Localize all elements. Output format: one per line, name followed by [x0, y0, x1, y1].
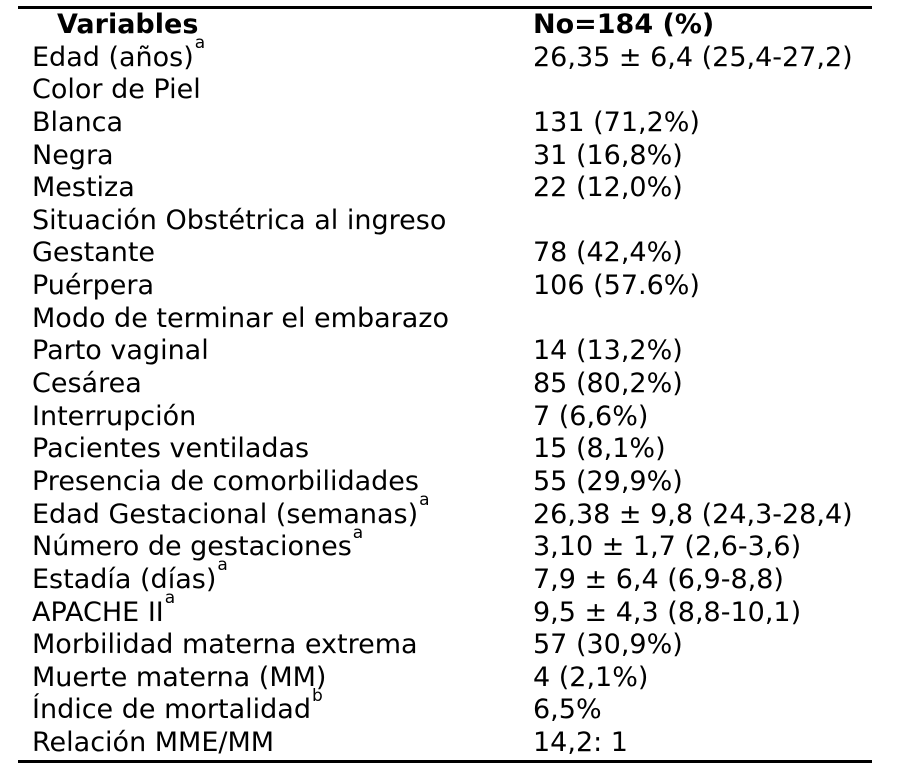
row-label-text: Edad Gestacional (semanas): [32, 498, 419, 530]
row-label: Puérpera: [18, 270, 533, 303]
row-value: 57 (30,9%): [533, 629, 683, 661]
table-row: Gestante 78 (42,4%): [18, 237, 872, 270]
footnote-marker: b: [311, 685, 323, 706]
table-row: Morbilidad materna extrema 57 (30,9%): [18, 629, 872, 662]
row-value: 22 (12,0%): [533, 172, 683, 204]
row-label: Estadía (días)a: [18, 557, 533, 597]
row-value: 26,38 ± 9,8 (24,3-28,4): [533, 498, 853, 530]
row-label-text: Pacientes ventiladas: [32, 433, 310, 465]
row-label: Presencia de comorbilidades: [18, 466, 533, 499]
row-label: Situación Obstétrica al ingreso: [18, 205, 533, 238]
row-label-text: Parto vaginal: [32, 335, 209, 367]
row-label: Cesárea: [18, 368, 533, 401]
row-label: Color de Piel: [18, 74, 533, 107]
table-body: Edad (años)a 26,35 ± 6,4 (25,4-27,2) Col…: [18, 35, 872, 760]
row-label-text: Relación MME/MM: [32, 727, 275, 759]
table-row: Edad (años)a 26,35 ± 6,4 (25,4-27,2): [18, 35, 872, 75]
row-value: 14 (13,2%): [533, 335, 683, 367]
column-header-count: No=184 (%): [533, 9, 715, 40]
table-row: Situación Obstétrica al ingreso: [18, 205, 872, 238]
row-label-text: Modo de terminar el embarazo: [32, 302, 449, 334]
table-row: Muerte materna (MM) 4 (2,1%): [18, 662, 872, 695]
row-label-text: Número de gestaciones: [32, 531, 352, 563]
row-value: 26,35 ± 6,4 (25,4-27,2): [533, 41, 853, 73]
row-label: Índice de mortalidadb: [18, 687, 533, 727]
row-value: 4 (2,1%): [533, 661, 649, 693]
row-label-text: Puérpera: [32, 270, 155, 302]
row-label-text: Interrupción: [32, 400, 197, 432]
table-header-row: Variables No=184 (%): [18, 9, 872, 42]
row-value: 9,5 ± 4,3 (8,8-10,1): [533, 596, 802, 628]
row-label: Número de gestacionesa: [18, 524, 533, 564]
footnote-marker: a: [352, 522, 364, 543]
table-row: Parto vaginal 14 (13,2%): [18, 335, 872, 368]
table-row: Pacientes ventiladas 15 (8,1%): [18, 433, 872, 466]
row-label-text: Estadía (días): [32, 563, 217, 595]
row-value: 55 (29,9%): [533, 465, 683, 497]
footnote-marker: a: [217, 555, 228, 576]
row-value: 14,2: 1: [533, 727, 628, 759]
table-row: Color de Piel: [18, 74, 872, 107]
table-row: Presencia de comorbilidades 55 (29,9%): [18, 466, 872, 499]
row-label-text: Morbilidad materna extrema: [32, 629, 418, 661]
table-row: APACHE IIa 9,5 ± 4,3 (8,8-10,1): [18, 589, 872, 630]
row-value: 3,10 ± 1,7 (2,6-3,6): [533, 531, 802, 563]
row-label-text: Cesárea: [32, 368, 142, 400]
table-row: Blanca 131 (71,2%): [18, 107, 872, 140]
row-value: 6,5%: [533, 694, 602, 726]
row-label: Morbilidad materna extrema: [18, 629, 533, 662]
table-row: Puérpera 106 (57.6%): [18, 270, 872, 303]
table-row: Estadía (días)a 7,9 ± 6,4 (6,9-8,8): [18, 557, 872, 597]
table-row: Índice de mortalidadb 6,5%: [18, 687, 872, 727]
row-label: Edad (años)a: [18, 35, 533, 75]
row-label: Blanca: [18, 107, 533, 140]
row-label: Gestante: [18, 237, 533, 270]
row-label-text: Edad (años): [32, 41, 194, 73]
table-row: Relación MME/MM 14,2: 1: [18, 727, 872, 760]
row-label: Mestiza: [18, 172, 533, 205]
row-value: 131 (71,2%): [533, 106, 700, 138]
row-value: 31 (16,8%): [533, 139, 683, 171]
row-label: Parto vaginal: [18, 335, 533, 368]
footnote-marker: a: [194, 33, 206, 53]
row-label-text: Índice de mortalidad: [32, 694, 311, 726]
table-row: Cesárea 85 (80,2%): [18, 368, 872, 401]
row-label: APACHE IIa: [18, 589, 533, 630]
row-label: Negra: [18, 140, 533, 173]
row-value: 106 (57.6%): [533, 270, 700, 302]
row-label-text: Gestante: [32, 237, 156, 269]
row-label: Interrupción: [18, 401, 533, 434]
row-label-text: Color de Piel: [32, 74, 201, 106]
table-row: Edad Gestacional (semanas)a 26,38 ± 9,8 …: [18, 491, 872, 532]
row-label-text: Presencia de comorbilidades: [32, 465, 419, 497]
row-value: 15 (8,1%): [533, 433, 666, 465]
row-label: Muerte materna (MM): [18, 662, 533, 695]
table-row: Mestiza 22 (12,0%): [18, 172, 872, 205]
row-label-text: Muerte materna (MM): [32, 661, 327, 693]
row-label-text: Mestiza: [32, 172, 135, 204]
statistics-table: Variables No=184 (%) Edad (años)a 26,35 …: [18, 6, 872, 763]
row-label-text: Blanca: [32, 106, 124, 138]
column-header-variables: Variables: [57, 9, 199, 40]
row-value: 78 (42,4%): [533, 237, 683, 269]
row-label: Modo de terminar el embarazo: [18, 303, 533, 336]
footnote-marker: a: [419, 489, 430, 510]
footnote-marker: a: [164, 587, 176, 608]
row-label-text: Situación Obstétrica al ingreso: [32, 204, 447, 236]
table-row: Modo de terminar el embarazo: [18, 303, 872, 336]
table-row: Interrupción 7 (6,6%): [18, 401, 872, 434]
row-label: Relación MME/MM: [18, 727, 533, 760]
row-value: 85 (80,2%): [533, 368, 683, 400]
row-label-text: Negra: [32, 139, 114, 171]
table-row: Número de gestacionesa 3,10 ± 1,7 (2,6-3…: [18, 524, 872, 564]
row-value: 7 (6,6%): [533, 400, 649, 432]
row-label: Edad Gestacional (semanas)a: [18, 491, 533, 532]
row-label-text: APACHE II: [32, 596, 164, 628]
row-label: Pacientes ventiladas: [18, 433, 533, 466]
row-value: 7,9 ± 6,4 (6,9-8,8): [533, 563, 784, 595]
table-row: Negra 31 (16,8%): [18, 140, 872, 173]
